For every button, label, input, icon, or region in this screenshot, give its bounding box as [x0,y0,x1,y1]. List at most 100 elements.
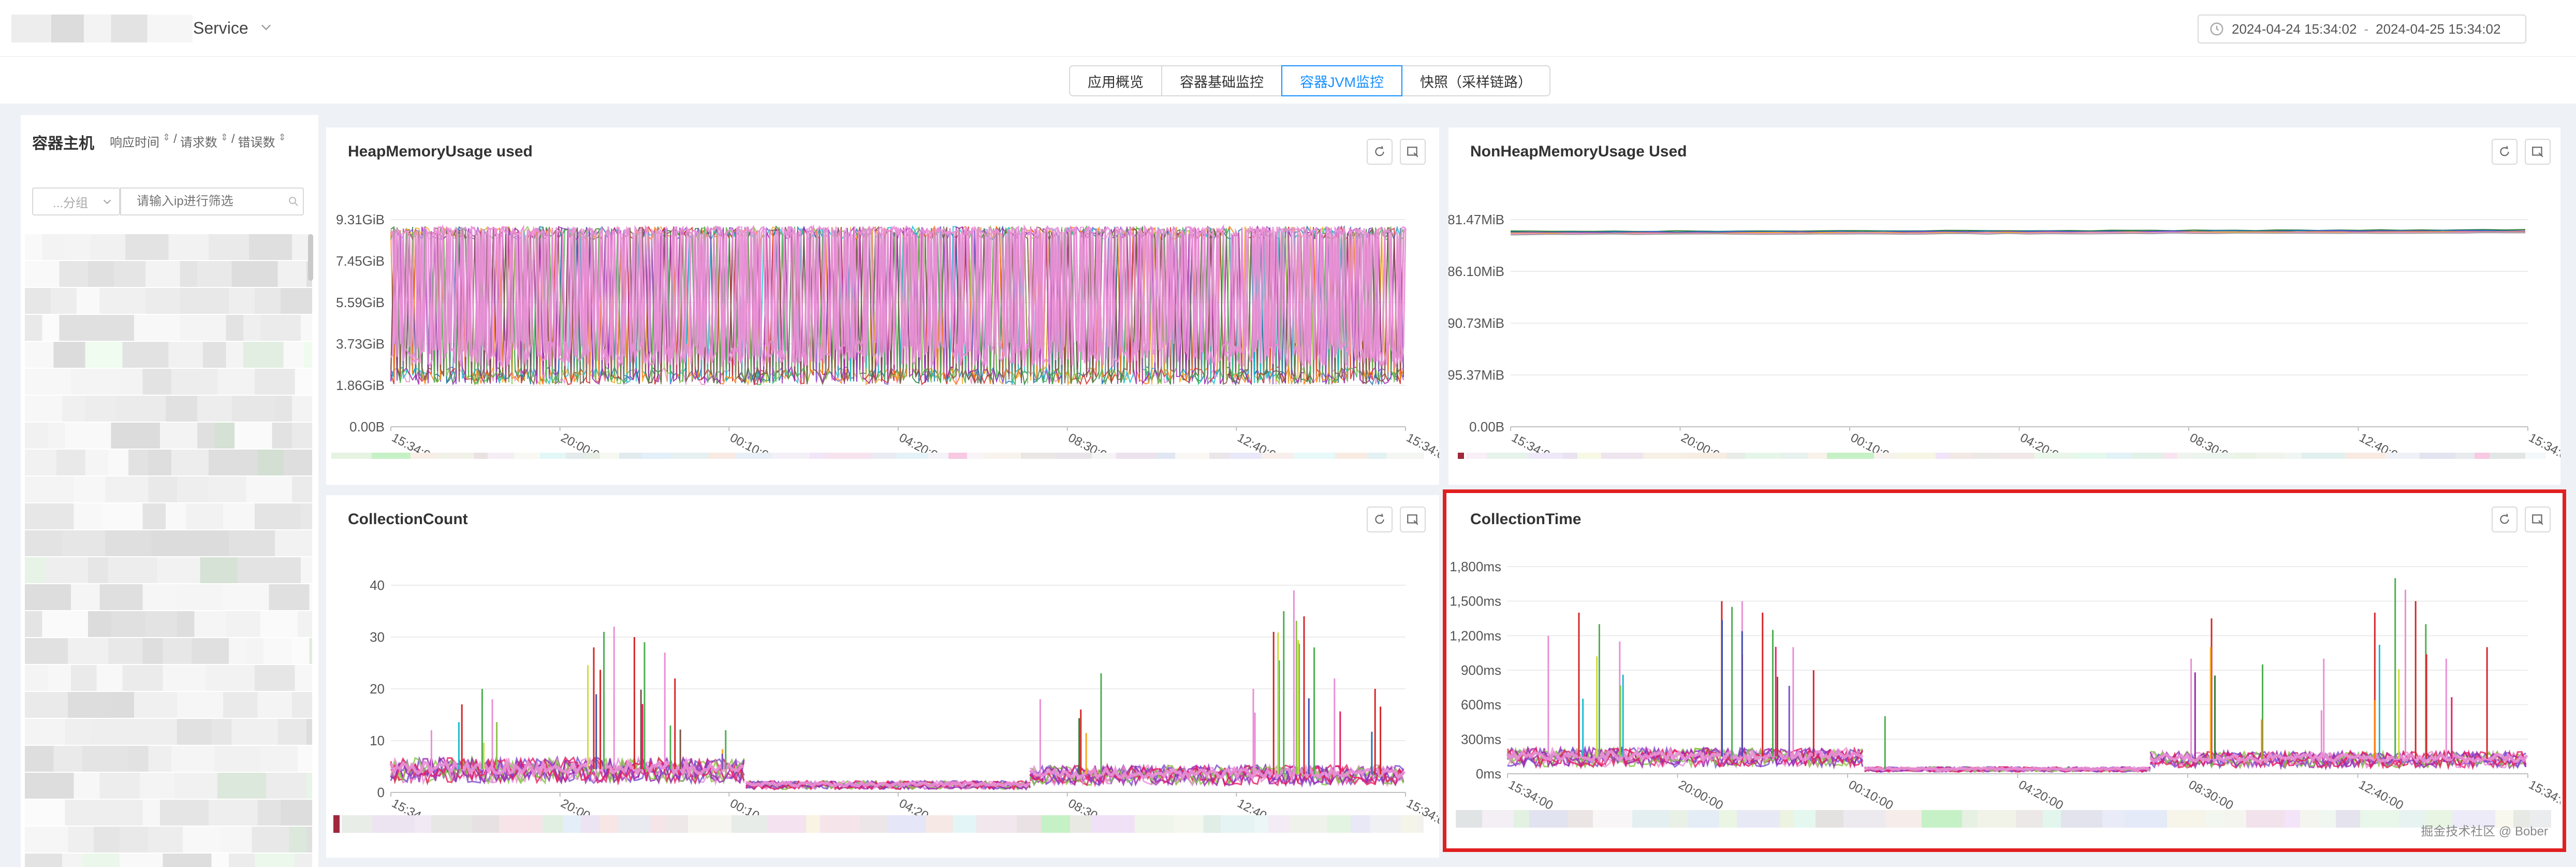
y-tick-label: 9.31GiB [336,212,385,227]
host-list-item[interactable] [25,557,312,583]
legend-item [2234,453,2256,459]
ip-filter-input[interactable] [120,187,304,215]
time-range-end: 2024-04-25 15:34:02 [2376,21,2501,37]
legend-item [586,453,600,459]
legend-item [1895,453,1936,459]
legend-item [1056,453,1092,459]
host-list-item[interactable] [25,396,312,422]
y-tick-label: 86.10MiB [1448,264,1504,279]
host-list-item[interactable] [25,800,312,826]
host-list-item[interactable] [25,476,312,502]
legend-item [543,815,563,833]
host-list-item[interactable] [25,423,312,449]
refresh-button[interactable] [2492,139,2518,165]
host-list-item[interactable] [25,261,312,287]
host-list-item[interactable] [25,611,312,637]
legend-item [1423,453,1424,459]
search-icon[interactable] [287,195,300,208]
legend-item [1268,815,1290,833]
chevron-down-icon[interactable] [259,20,273,34]
sort-options: 响应时间 ⇕ / 请求数 ⇕ / 错误数 ⇕ [110,132,286,150]
series-line [745,779,1031,790]
y-tick-label: 5.59GiB [336,295,385,310]
legend-item [1885,810,1922,828]
host-sidebar: 容器主机 响应时间 ⇕ / 请求数 ⇕ / 错误数 ⇕ ...分组 [21,115,318,867]
sort-errors[interactable]: 错误数 [238,136,275,150]
expand-chart-button[interactable] [1400,139,1426,165]
host-list-item[interactable] [25,827,312,852]
legend-item [581,815,600,833]
legend-item [2319,810,2336,828]
collection-time-panel: CollectionTime 1,800ms 1,500ms 1,200ms 900m… [1443,489,2566,852]
legend-item [331,453,372,459]
host-list-item[interactable] [25,369,312,395]
host-list-item[interactable] [25,719,312,745]
expand-chart-button[interactable] [2525,507,2551,532]
sort-response-time[interactable]: 响应时间 [110,136,159,150]
tab-snapshot[interactable]: 快照（采样链路） [1401,65,1550,96]
y-tick-label: 81.47MiB [1448,212,1504,227]
series-line [390,225,1404,385]
host-list-item[interactable] [25,746,312,772]
legend-item [1017,815,1042,833]
host-list-item[interactable] [25,665,312,691]
legend-item [1962,810,1978,828]
legend-item [1601,453,1643,459]
expand-chart-button[interactable] [1400,507,1426,532]
series-line [1029,765,1406,782]
tab-app-overview[interactable]: 应用概览 [1069,65,1162,96]
y-tick-label: 1,800ms [1450,559,1501,574]
y-tick-label: 3.73GiB [336,336,385,352]
host-list-item[interactable] [25,342,312,368]
legend-item [953,815,976,833]
host-list-item[interactable] [25,234,312,260]
host-list-item[interactable] [25,315,312,341]
refresh-button[interactable] [1367,139,1393,165]
sort-separator: / [231,132,235,146]
host-list-item[interactable] [25,503,312,529]
monitor-tabs: 应用概览 容器基础监控 容器JVM监控 快照（采样链路） [1069,65,1550,96]
legend-item [897,453,928,459]
host-list-item[interactable] [25,773,312,799]
host-list [25,234,312,867]
legend-item [1737,810,1780,828]
legend-item [436,453,474,459]
y-tick-label: 20 [370,681,385,697]
tab-container-jvm[interactable]: 容器JVM监控 [1281,65,1402,96]
series-line [390,224,1407,370]
refresh-button[interactable] [1367,507,1393,532]
host-list-item[interactable] [25,584,312,610]
service-selector-label[interactable]: Service [193,19,248,37]
legend-item [1669,810,1688,828]
host-list-scrollbar[interactable] [308,234,313,281]
host-list-item[interactable] [25,854,312,867]
y-tick-label: 1,200ms [1450,628,1501,643]
group-select[interactable]: ...分组 [32,187,120,215]
legend-item [670,453,709,459]
legend-item [488,453,514,459]
legend-item [1254,815,1268,833]
host-list-item[interactable] [25,638,312,664]
legend-item [2336,810,2360,828]
host-list-item[interactable] [25,288,312,314]
group-select-value: ...分组 [53,196,89,210]
legend-item [1808,453,1827,459]
host-list-item[interactable] [25,692,312,718]
time-range-picker[interactable]: 2024-04-24 15:34:02 - 2024-04-25 15:34:0… [2198,15,2526,44]
host-list-item[interactable] [25,450,312,475]
sort-requests[interactable]: 请求数 [180,136,217,150]
legend-item [1092,453,1116,459]
sort-caret-icon[interactable]: ⇕ [278,132,286,142]
sort-caret-icon[interactable]: ⇕ [220,132,228,142]
y-tick-label: 95.37MiB [1448,367,1504,383]
legend-item [2529,810,2551,828]
sort-caret-icon[interactable]: ⇕ [163,132,171,142]
tab-container-basic[interactable]: 容器基础监控 [1161,65,1282,96]
legend-item [1456,810,1482,828]
host-list-item[interactable] [25,530,312,556]
legend-item [948,453,967,459]
legend-item [1174,815,1204,833]
refresh-button[interactable] [2492,507,2518,532]
expand-chart-button[interactable] [2525,139,2551,165]
